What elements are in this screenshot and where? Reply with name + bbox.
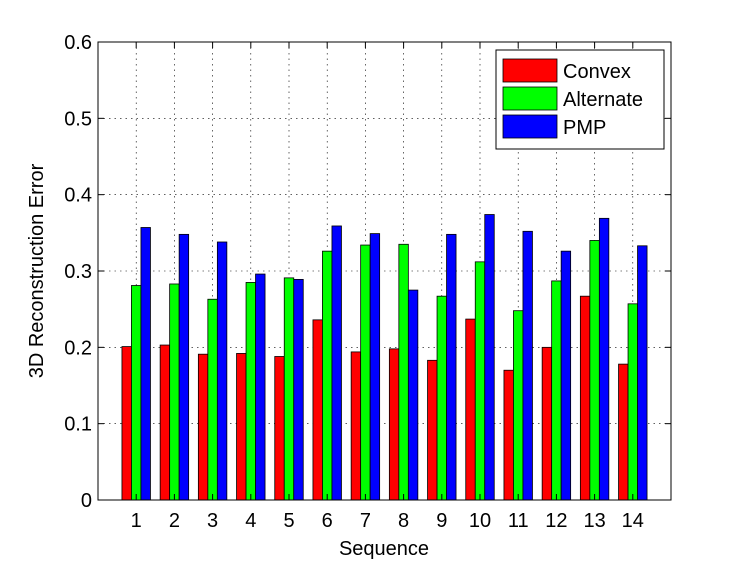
y-axis-label: 3D Reconstruction Error [26,163,48,378]
bar-pmp-2 [178,233,190,501]
x-tick-label: 7 [360,510,371,532]
x-tick-label: 5 [283,510,294,532]
bar-convex-7 [350,351,362,501]
bar-convex-1 [121,346,132,501]
legend-label-alternate: Alternate [563,89,643,111]
x-tick-label: 13 [583,510,605,532]
y-tick-label: 0.5 [64,108,92,130]
legend: Convex Alternate PMP [495,49,665,150]
y-tick-labels: 0 0.1 0.2 0.3 0.4 0.5 0.6 [64,32,92,512]
bar-alternate-11 [513,310,524,501]
bar-convex-14 [618,363,629,501]
bar-pmp-6 [331,225,342,501]
bar-convex-12 [541,346,553,501]
bar-convex-9 [427,359,438,501]
bar-alternate-7 [360,244,371,501]
bar-convex-8 [388,348,400,501]
bar-alternate-3 [207,298,218,501]
x-tick-label: 9 [436,510,447,532]
grid-lines [98,42,671,500]
bar-alternate-12 [551,280,562,501]
y-tick-label: 0.3 [64,261,92,283]
bar-alternate-6 [322,250,333,501]
bar-pmp-13 [598,217,610,501]
bar-alternate-1 [131,285,142,501]
x-tick-label: 10 [469,510,491,532]
legend-label-pmp: PMP [563,117,606,139]
x-tick-label: 1 [131,510,142,532]
bar-alternate-5 [283,277,295,501]
bar-pmp-7 [369,233,381,501]
bar-pmp-9 [446,233,457,501]
legend-swatch-alternate [502,86,558,111]
bar-alternate-9 [436,295,447,501]
x-tick-label: 4 [245,510,256,532]
bar-convex-6 [312,319,323,501]
bar-pmp-10 [484,214,495,501]
x-tick-label: 11 [508,510,529,532]
x-tick-label: 14 [622,510,644,532]
bar-alternate-2 [169,283,180,501]
y-tick-label: 0 [81,490,92,512]
y-tick-label: 0.1 [64,414,92,436]
bar-alternate-4 [245,282,256,501]
y-tick-label: 0.2 [64,337,92,359]
bar-convex-4 [236,353,247,501]
bar-convex-11 [503,369,514,501]
bar-pmp-8 [407,289,419,501]
bar-alternate-14 [627,303,638,501]
bar-convex-5 [274,356,285,501]
bar-convex-3 [197,353,209,501]
bar-pmp-14 [637,245,648,501]
y-tick-label: 0.4 [64,185,92,207]
x-tick-label: 6 [322,510,333,532]
x-axis-label: Sequence [339,538,429,560]
bar-pmp-3 [216,241,228,501]
bar-pmp-11 [522,230,533,501]
bar-alternate-10 [474,261,486,501]
bar-convex-10 [465,318,476,501]
x-tick-label: 2 [169,510,180,532]
x-tick-label: 3 [207,510,218,532]
bar-alternate-8 [398,243,409,501]
axis-ticks [98,41,671,501]
legend-swatch-convex [502,58,558,83]
bar-convex-2 [159,344,171,501]
bar-pmp-1 [140,227,151,501]
bar-pmp-5 [293,278,304,501]
bar-pmp-12 [560,250,572,501]
legend-swatch-pmp [502,114,558,139]
x-tick-label: 12 [545,510,567,532]
y-tick-label: 0.6 [64,32,92,54]
x-tick-label: 8 [398,510,409,532]
x-tick-labels: 1 2 3 4 5 6 7 8 9 10 11 12 13 14 [131,510,644,532]
bar-convex-13 [579,295,591,501]
bar-pmp-4 [255,273,266,501]
bar-alternate-13 [589,240,600,501]
legend-label-convex: Convex [563,61,631,83]
